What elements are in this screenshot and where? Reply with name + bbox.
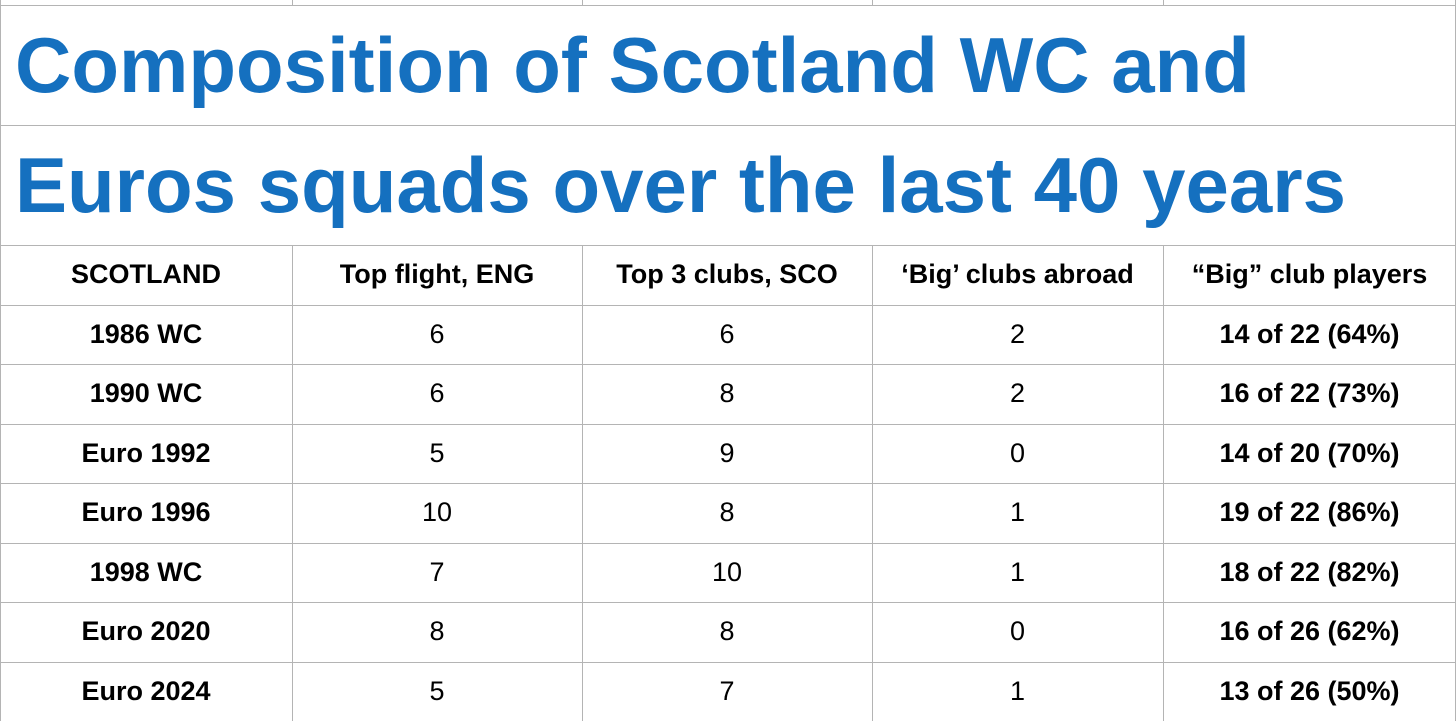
grid-line xyxy=(0,662,1456,663)
grid-line xyxy=(1163,0,1164,5)
title-line: Composition of Scotland WC and xyxy=(15,21,1250,109)
table-cell: Euro 1996 xyxy=(81,497,211,528)
table-cell: 9 xyxy=(719,437,735,468)
grid-line xyxy=(1163,245,1164,721)
table-cell: 14 of 22 (64%) xyxy=(1219,318,1400,349)
grid-line xyxy=(582,245,583,721)
grid-line xyxy=(0,424,1456,425)
table-cell: 5 xyxy=(429,675,445,706)
table-cell: Euro 2020 xyxy=(81,616,211,647)
table-cell: 1 xyxy=(1009,556,1026,587)
table-cell: 6 xyxy=(719,318,735,349)
header-cell: SCOTLAND xyxy=(71,259,221,290)
table-cell: 16 of 22 (73%) xyxy=(1219,378,1400,409)
header-cell: Top 3 clubs, SCO xyxy=(616,259,838,290)
header-cell: Top flight, ENG xyxy=(339,259,535,290)
grid-line xyxy=(582,0,583,5)
grid-line xyxy=(0,0,1,721)
table-cell: Euro 2024 xyxy=(81,675,211,706)
header-cell: “Big” club players xyxy=(1191,259,1428,290)
table-cell: 8 xyxy=(429,616,445,647)
grid-line xyxy=(0,5,1456,6)
table-cell: 7 xyxy=(719,675,735,706)
grid-line xyxy=(292,245,293,721)
table-cell: 18 of 22 (82%) xyxy=(1219,556,1400,587)
grid-line xyxy=(0,245,1456,246)
table-cell: 8 xyxy=(719,616,735,647)
header-cell: ‘Big’ clubs abroad xyxy=(901,259,1134,290)
table-cell: 1 xyxy=(1009,497,1026,528)
grid-line xyxy=(872,245,873,721)
grid-line xyxy=(0,364,1456,365)
table-cell: 1 xyxy=(1009,675,1026,706)
table-cell: 8 xyxy=(719,378,735,409)
grid-line xyxy=(0,483,1456,484)
table-cell: 1990 WC xyxy=(89,378,203,409)
table-cell: 2 xyxy=(1009,318,1026,349)
grid-line xyxy=(0,125,1456,126)
table-cell: 14 of 20 (70%) xyxy=(1219,437,1400,468)
grid-line xyxy=(0,602,1456,603)
table-cell: 1986 WC xyxy=(89,318,203,349)
table-cell: 2 xyxy=(1009,378,1026,409)
table-cell: 6 xyxy=(429,378,445,409)
table-cell: 5 xyxy=(429,437,445,468)
table-cell: 0 xyxy=(1009,437,1026,468)
table-cell: 6 xyxy=(429,318,445,349)
table-cell: 0 xyxy=(1009,616,1026,647)
grid-line xyxy=(872,0,873,5)
grid-line xyxy=(0,543,1456,544)
table-cell: 19 of 22 (86%) xyxy=(1219,497,1400,528)
table-cell: 10 xyxy=(421,497,453,528)
grid-line xyxy=(292,0,293,5)
table-cell: 10 xyxy=(711,556,743,587)
table-cell: 1998 WC xyxy=(89,556,203,587)
table-cell: 13 of 26 (50%) xyxy=(1219,675,1400,706)
table-cell: 8 xyxy=(719,497,735,528)
table-cell: 16 of 26 (62%) xyxy=(1219,616,1400,647)
grid-line xyxy=(0,305,1456,306)
title-line: Euros squads over the last 40 years xyxy=(15,141,1346,229)
table-cell: 7 xyxy=(429,556,445,587)
table-cell: Euro 1992 xyxy=(81,437,211,468)
